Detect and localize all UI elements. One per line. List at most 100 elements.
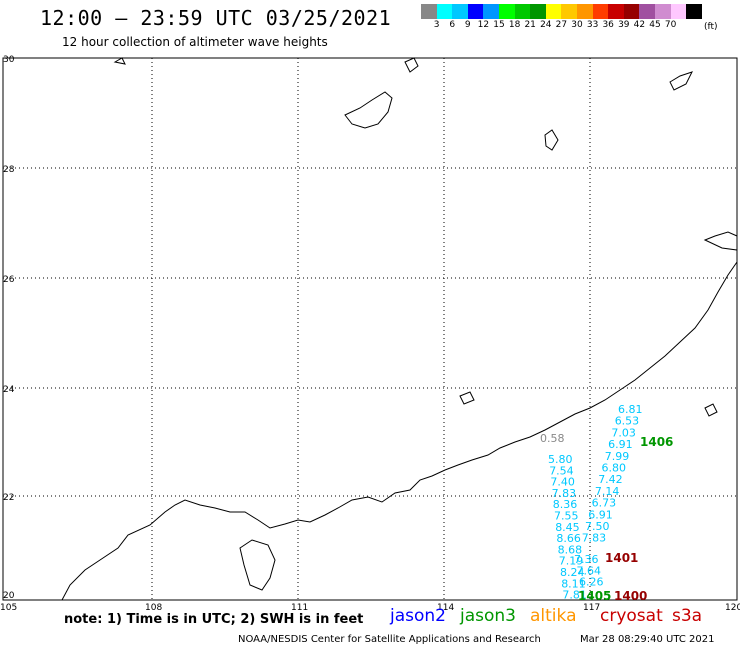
scale-label: 36 <box>602 20 614 30</box>
lon-tick-105: 105 <box>0 603 17 613</box>
wave-height-reading: 8.11 <box>561 577 586 590</box>
scale-swatch <box>483 4 499 19</box>
wave-height-reading: 7.99 <box>605 450 630 463</box>
wave-height-reading: 7.50 <box>585 520 610 533</box>
lon-tick-120: 120 <box>725 603 740 613</box>
wave-height-reading: 8.68 <box>558 543 583 556</box>
track-b-readings: 5.807.547.407.838.367.558.458.668.687.19… <box>548 453 587 602</box>
scale-swatch <box>561 4 577 19</box>
scale-swatch <box>498 4 515 19</box>
scale-label: 15 <box>493 20 505 30</box>
scale-label: 45 <box>649 20 661 30</box>
wave-height-reading: 7.83 <box>582 532 607 545</box>
grid-lines <box>3 58 737 600</box>
lat-tick-26: 26 <box>3 275 15 285</box>
label-1406: 1406 <box>640 435 673 449</box>
wave-height-reading: 8.24 <box>560 566 585 579</box>
wave-height-reading: 7.19 <box>559 555 584 568</box>
legend-s3a: s3a <box>672 606 703 626</box>
lat-tick-20: 20 <box>3 591 15 601</box>
wave-height-reading: 6.80 <box>602 462 627 475</box>
wave-height-reading: 6.53 <box>615 415 640 428</box>
scale-swatch <box>592 4 609 19</box>
scale-swatch <box>545 4 562 19</box>
label-1405: 1405 <box>578 589 611 603</box>
wave-height-reading: 7.81 <box>562 589 587 602</box>
scale-label: 3 <box>433 20 440 30</box>
scale-label: 39 <box>618 20 630 30</box>
scale-swatch <box>639 4 655 19</box>
scale-label: 9 <box>464 20 471 30</box>
scale-label: 18 <box>508 20 521 30</box>
wave-height-reading: 7.64 <box>577 564 602 577</box>
scale-label: 27 <box>555 20 568 30</box>
wave-height-reading: 7.83 <box>552 487 577 500</box>
scale-swatch <box>686 4 702 19</box>
scale-label: 70 <box>664 20 677 30</box>
scale-swatch <box>530 4 546 19</box>
wave-height-reading: 6.26 <box>579 576 604 589</box>
lon-tick-111: 111 <box>291 603 308 613</box>
legend-altika: altika <box>530 606 577 626</box>
lat-tick-labels: 30 28 26 24 22 20 <box>3 55 15 601</box>
wave-height-reading: 6.73 <box>592 497 617 510</box>
scale-label: 33 <box>586 20 599 30</box>
scale-label: 24 <box>540 20 552 30</box>
lat-tick-28: 28 <box>3 165 15 175</box>
wave-height-reading: 6.91 <box>588 508 613 521</box>
lat-tick-22: 22 <box>3 493 14 503</box>
wave-height-reading: 7.54 <box>549 464 574 477</box>
label-1401: 1401 <box>605 551 638 565</box>
scale-label: 42 <box>633 20 646 30</box>
scale-swatch <box>514 4 531 19</box>
wave-height-reading: 7.40 <box>550 476 575 489</box>
scale-swatch <box>670 4 687 19</box>
scale-swatch <box>436 4 453 19</box>
footer-timestamp: Mar 28 08:29:40 UTC 2021 <box>580 634 715 645</box>
lat-tick-24: 24 <box>3 385 15 395</box>
wave-height-reading: 5.80 <box>548 453 573 466</box>
scale-swatch <box>421 4 437 19</box>
lon-tick-117: 117 <box>583 603 600 613</box>
wave-height-reading: 7.55 <box>554 510 579 523</box>
footer-note: note: 1) Time is in UTC; 2) SWH is in fe… <box>64 612 364 627</box>
scale-swatch <box>452 4 468 19</box>
wave-height-reading: 7.03 <box>611 426 636 439</box>
track-c-readings: 7.367.646.26 <box>574 553 604 589</box>
lon-tick-114: 114 <box>437 603 454 613</box>
page-subtitle: 12 hour collection of altimeter wave hei… <box>62 35 328 49</box>
wave-height-reading: 8.45 <box>555 521 580 534</box>
scale-label: 30 <box>571 20 583 30</box>
wave-height-reading: 8.66 <box>556 532 581 545</box>
scale-swatch <box>576 4 593 19</box>
map-frame <box>2 57 738 601</box>
legend-cryosat: cryosat <box>600 606 663 626</box>
scale-label: 21 <box>524 20 536 30</box>
scale-unit: (ft) <box>704 22 718 32</box>
scale-swatch <box>608 4 624 19</box>
wave-height-reading: 7.36 <box>574 553 599 566</box>
lat-tick-30: 30 <box>3 55 15 65</box>
scale-label: 12 <box>477 20 490 30</box>
scale-swatch <box>467 4 484 19</box>
wave-height-reading: 6.81 <box>618 403 643 416</box>
wave-height-reading: 7.42 <box>598 473 623 486</box>
reading-zero: 0.58 <box>540 432 565 445</box>
scale-label: 6 <box>449 20 456 30</box>
scale-swatch <box>623 4 640 19</box>
wave-height-reading: 6.91 <box>608 438 633 451</box>
legend-jason3: jason3 <box>460 606 516 626</box>
color-scale: 3 6 9 12 15 18 21 24 27 30 33 36 39 42 45 70 <box>421 4 702 31</box>
wave-height-reading: 8.36 <box>553 498 578 511</box>
lon-tick-108: 108 <box>145 603 162 613</box>
page-title: 12:00 – 23:59 UTC 03/25/2021 <box>40 6 392 30</box>
coastline <box>61 57 738 601</box>
footer-credit: NOAA/NESDIS Center for Satellite Applica… <box>238 634 541 645</box>
scale-swatch <box>654 4 671 19</box>
wave-height-reading: 7.14 <box>595 485 620 498</box>
track-a-readings: 6.816.537.036.917.996.807.427.146.736.91… <box>582 403 643 545</box>
lon-tick-labels: 105 108 111 114 117 120 <box>0 603 740 613</box>
legend-jason2: jason2 <box>390 606 446 626</box>
label-1400: 1400 <box>614 589 647 603</box>
